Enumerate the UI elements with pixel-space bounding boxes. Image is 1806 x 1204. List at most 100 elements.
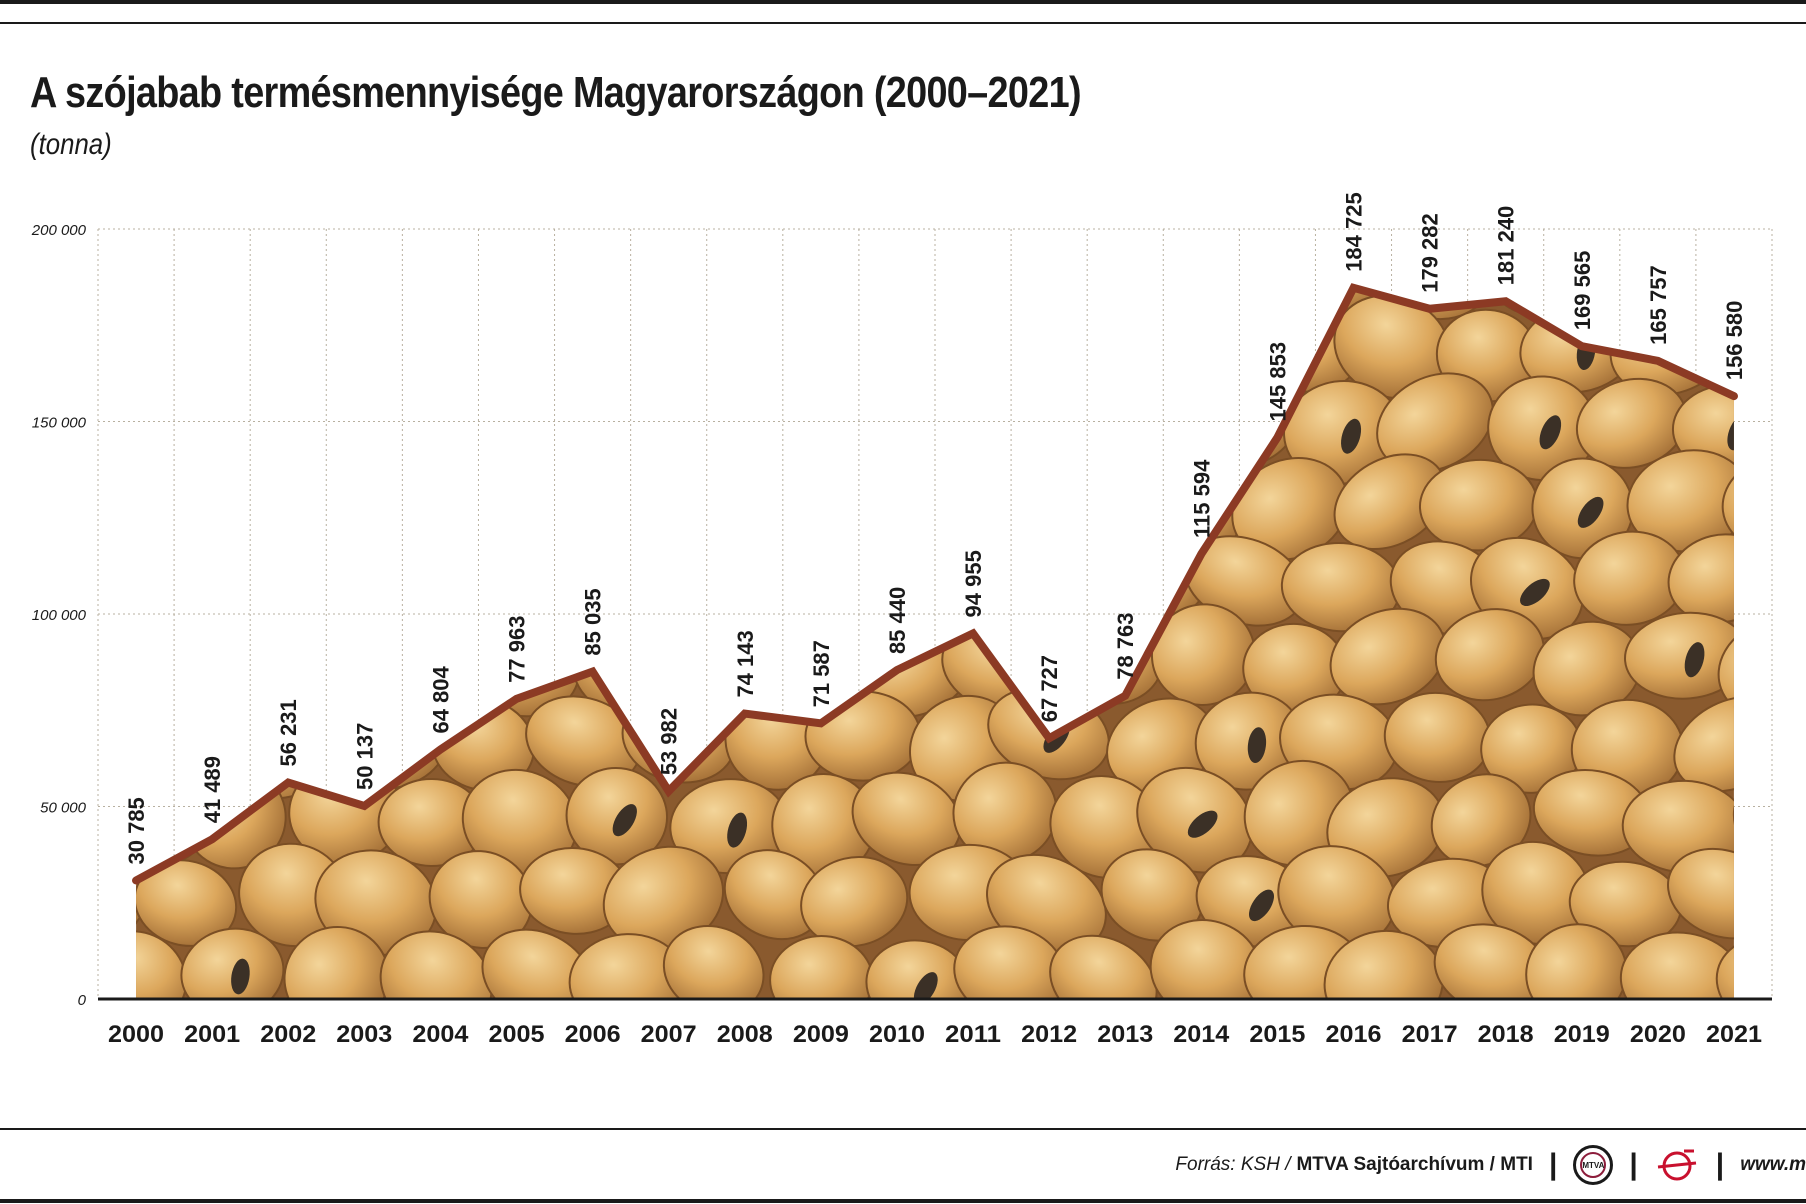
bean-shape bbox=[992, 287, 1118, 316]
y-tick-label: 100 000 bbox=[32, 607, 87, 624]
footer-separator: | bbox=[1548, 1148, 1558, 1181]
bean-shape bbox=[1053, 455, 1167, 547]
data-label: 41 489 bbox=[200, 756, 225, 823]
bean-shape bbox=[510, 287, 629, 323]
chart-subtitle: (tonna) bbox=[30, 128, 112, 161]
x-tick-label: 2020 bbox=[1630, 1021, 1686, 1048]
bean-hilum bbox=[1727, 415, 1734, 451]
mtva-logo: MTVA bbox=[1573, 1145, 1614, 1185]
bean-shape bbox=[1140, 303, 1262, 408]
bean-shape bbox=[620, 528, 728, 627]
bean-shape bbox=[856, 307, 970, 401]
series-line-layer bbox=[132, 283, 1738, 885]
data-label: 56 231 bbox=[276, 699, 301, 766]
bean-shape bbox=[187, 460, 290, 556]
bean-hilum bbox=[1341, 418, 1362, 454]
bean-shape bbox=[759, 298, 861, 391]
data-label: 169 565 bbox=[1570, 251, 1595, 331]
x-tick-label: 2001 bbox=[184, 1021, 240, 1048]
bean-shape bbox=[1667, 533, 1734, 624]
bean-shape bbox=[1525, 923, 1628, 1000]
bean-hilum bbox=[139, 484, 163, 518]
data-label: 74 143 bbox=[733, 630, 758, 697]
x-tick-label: 2009 bbox=[793, 1021, 849, 1048]
bean-shape bbox=[119, 997, 248, 1119]
x-tick-label: 2000 bbox=[108, 1021, 164, 1048]
bean-hilum bbox=[137, 339, 156, 376]
bean-shape bbox=[1372, 993, 1508, 1112]
bean-shape bbox=[706, 536, 811, 634]
bean-hilum bbox=[1247, 727, 1267, 764]
chart-title: A szójabab termésmennyisége Magyarország… bbox=[30, 68, 1082, 117]
bean-shape bbox=[571, 300, 675, 403]
x-tick-labels: 2000 2001 2002 2003 2004 2005 2006 2007 2008 2009… bbox=[108, 1021, 1762, 1048]
bean-shape bbox=[1559, 1003, 1688, 1115]
bean-shape bbox=[1100, 848, 1204, 942]
data-label: 181 240 bbox=[1494, 206, 1519, 286]
bean-shape bbox=[467, 297, 585, 386]
x-tick-label: 2003 bbox=[336, 1021, 392, 1048]
x-tick-label: 2016 bbox=[1326, 1021, 1382, 1048]
bean-shape bbox=[1721, 453, 1734, 554]
source-label: Forrás: KSH / bbox=[1175, 1154, 1291, 1175]
bean-hilum bbox=[436, 327, 455, 364]
data-label: 71 587 bbox=[809, 640, 834, 707]
x-tick-label: 2008 bbox=[717, 1021, 773, 1048]
data-label: 77 963 bbox=[505, 616, 530, 683]
bean-shape bbox=[1329, 607, 1447, 706]
bean-hilum bbox=[418, 489, 442, 523]
bean-shape bbox=[1475, 998, 1606, 1109]
bean-shape bbox=[851, 771, 962, 867]
data-label: 165 757 bbox=[1646, 265, 1671, 345]
y-axis: 0 50 000 100 000 150 000 200 000 bbox=[31, 222, 87, 1009]
bean-shape bbox=[1434, 608, 1545, 702]
x-tick-label: 2004 bbox=[412, 1021, 469, 1048]
bean-shape bbox=[137, 529, 242, 625]
bean-shape bbox=[315, 1001, 446, 1125]
bean-shape bbox=[30, 992, 152, 1108]
bean-shape bbox=[812, 287, 927, 321]
bean-shape bbox=[668, 460, 772, 552]
x-tick-label: 2018 bbox=[1478, 1021, 1534, 1048]
bean-shape bbox=[291, 468, 395, 558]
bean-shape bbox=[1049, 934, 1158, 1000]
bean-shape bbox=[988, 526, 1113, 632]
bean-shape bbox=[990, 374, 1116, 473]
bean-shape bbox=[239, 527, 342, 633]
bean-shape bbox=[888, 991, 1020, 1115]
data-label: 156 580 bbox=[1722, 301, 1747, 381]
data-label: 85 440 bbox=[885, 587, 910, 654]
bean-shape bbox=[769, 935, 874, 1000]
bean-shape bbox=[333, 531, 441, 633]
bean-shape bbox=[986, 986, 1142, 1132]
data-label: 179 282 bbox=[1418, 213, 1443, 293]
data-label: 53 982 bbox=[657, 708, 682, 775]
data-label: 85 035 bbox=[581, 588, 606, 655]
bean-shape bbox=[959, 459, 1073, 557]
bean-shape bbox=[224, 387, 335, 474]
bean-hilum bbox=[381, 571, 409, 602]
mti-logo bbox=[1657, 1149, 1696, 1181]
bean-hilum bbox=[727, 812, 748, 848]
bean-shape bbox=[1163, 994, 1313, 1130]
bean-shape bbox=[384, 294, 491, 389]
y-tick-label: 50 000 bbox=[40, 800, 87, 817]
bean-shape bbox=[136, 300, 197, 406]
data-label: 115 594 bbox=[1189, 459, 1214, 538]
bean-shape bbox=[1619, 931, 1734, 1000]
bean-hilum bbox=[481, 577, 505, 611]
bean-shape bbox=[139, 377, 244, 468]
bean-shape bbox=[141, 287, 246, 320]
bean-shape bbox=[657, 294, 774, 397]
bean-shape bbox=[321, 287, 434, 312]
series-line bbox=[132, 283, 1738, 885]
x-tick-label: 2007 bbox=[641, 1021, 697, 1048]
bean-shape bbox=[791, 985, 940, 1118]
top-rule-thin bbox=[0, 22, 1806, 24]
x-tick-label: 2006 bbox=[565, 1021, 621, 1048]
bean-shape bbox=[136, 859, 238, 947]
data-label: 184 725 bbox=[1342, 192, 1367, 272]
footer: Forrás: KSH / MTVA Sajtóarchívum / MTI |… bbox=[1175, 1140, 1806, 1190]
source-text: MTVA Sajtóarchívum / MTI bbox=[1296, 1154, 1533, 1175]
